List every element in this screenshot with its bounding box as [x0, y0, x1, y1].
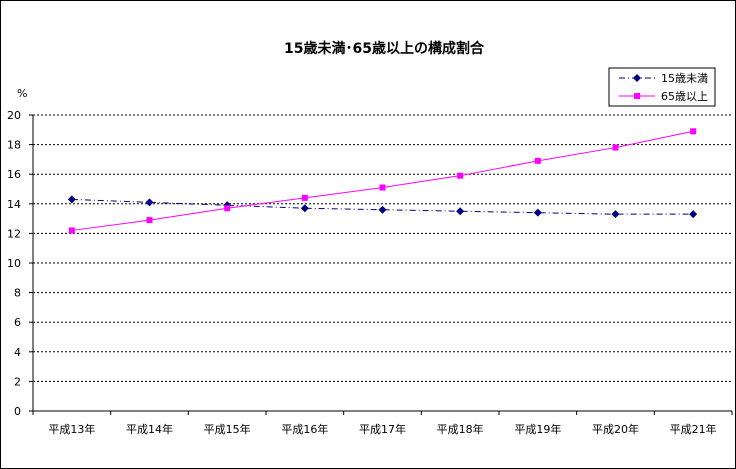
x-tick-label-7: 平成20年: [592, 422, 639, 436]
point-s1-5: [457, 172, 464, 179]
point-s0-7: [611, 210, 620, 219]
point-s1-4: [379, 184, 386, 191]
point-s0-5: [456, 207, 465, 216]
y-tick-label-8: 8: [14, 287, 21, 300]
x-tick-label-1: 平成14年: [126, 422, 173, 436]
y-tick-label-14: 14: [7, 198, 21, 211]
y-tick-label-10: 10: [7, 257, 21, 270]
legend-marker-square: [634, 93, 640, 99]
y-tick-label-6: 6: [14, 316, 21, 329]
y-tick-label-0: 0: [14, 405, 21, 418]
point-s1-1: [146, 217, 153, 224]
axis-layer: 0 2 4 6 8 10 12 14 16 18 20 平成13年 平成14年 平成15年 平成16年 平成1…: [7, 109, 733, 436]
x-tick-label-8: 平成21年: [670, 422, 717, 436]
x-tick-label-3: 平成16年: [281, 422, 328, 436]
point-s1-2: [224, 205, 231, 212]
point-s1-3: [301, 194, 308, 201]
x-tick-label-2: 平成15年: [204, 422, 251, 436]
legend-marker-diamond: [633, 74, 641, 82]
y-axis-unit-label: %: [17, 87, 27, 100]
point-s0-8: [689, 210, 698, 219]
y-tick-label-4: 4: [14, 346, 21, 359]
x-tick-label-6: 平成19年: [514, 422, 561, 436]
point-s1-8: [690, 128, 697, 135]
series-layer: [67, 128, 698, 234]
point-s0-1: [145, 198, 154, 207]
point-s0-0: [67, 195, 76, 204]
legend-box: [608, 67, 716, 107]
legend: 15歳未満 65歳以上: [608, 67, 716, 107]
point-s0-3: [300, 204, 309, 213]
series-line-1: [71, 130, 694, 231]
x-tick-label-4: 平成17年: [359, 422, 406, 436]
point-s1-0: [68, 227, 75, 234]
y-tick-label-12: 12: [7, 227, 21, 240]
chart-title: 15歳未満･65歳以上の構成割合: [284, 40, 485, 57]
y-tick-label-16: 16: [7, 168, 21, 181]
y-tick-label-2: 2: [14, 375, 21, 388]
grid-layer: [33, 114, 732, 382]
point-s0-6: [533, 208, 542, 217]
legend-label-65-over: 65歳以上: [661, 90, 708, 103]
legend-label-15-under: 15歳未満: [661, 72, 708, 85]
point-s1-7: [612, 144, 619, 151]
point-s0-4: [378, 205, 387, 214]
x-tick-label-0: 平成13年: [48, 422, 95, 436]
x-tick-label-5: 平成18年: [437, 422, 484, 436]
y-tick-label-20: 20: [7, 109, 21, 122]
point-s1-6: [534, 157, 541, 164]
y-tick-label-18: 18: [7, 139, 21, 152]
